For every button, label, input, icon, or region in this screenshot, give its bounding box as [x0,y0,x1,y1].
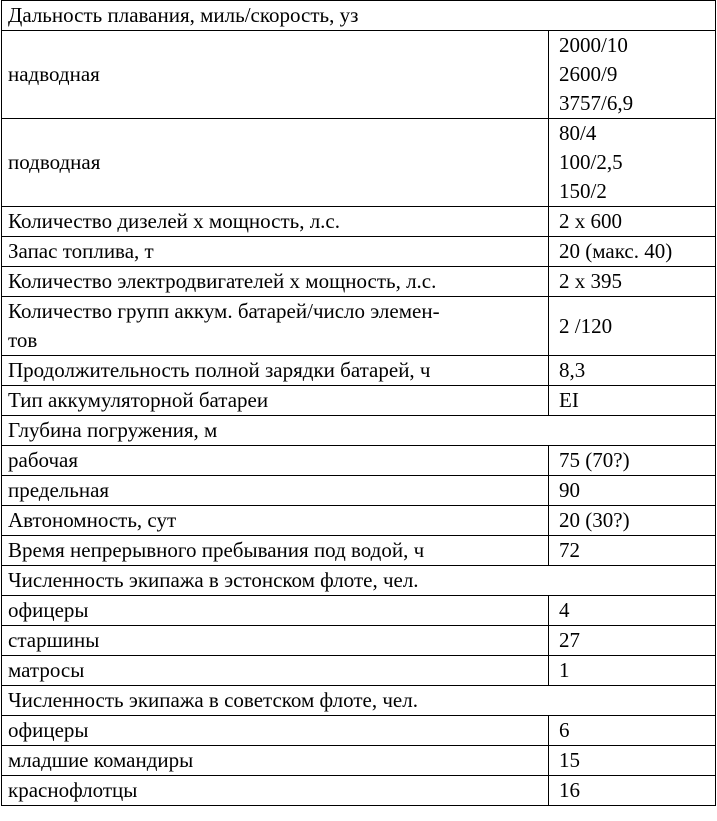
parameter-label: краснофлотцы [1,775,549,806]
table-row: Автономность, сут 20 (30?) [1,505,716,536]
parameter-label: Количество дизелей х мощность, л.с. [1,206,549,237]
parameter-label: надводная [1,30,549,119]
table-row: Время непрерывного пребывания под водой,… [1,535,716,566]
section-header-row: Численность экипажа в советском флоте, ч… [1,685,716,716]
parameter-value: 8,3 [548,355,716,386]
section-header-row: Глубина погружения, м [1,415,716,446]
table-row: рабочая 75 (70?) [1,445,716,476]
table-row: предельная 90 [1,475,716,506]
parameter-value: 6 [548,715,716,746]
table-row: старшины 27 [1,625,716,656]
parameter-label: Продолжительность полной зарядки батарей… [1,355,549,386]
parameter-label: офицеры [1,715,549,746]
table-row: подводная 80/4 100/2,5 150/2 [1,118,716,207]
table-row: Количество дизелей х мощность, л.с. 2 х 6… [1,206,716,237]
parameter-label: Количество электродвигателей х мощность,… [1,266,549,297]
parameter-label: подводная [1,118,549,207]
table-row: младшие командиры 15 [1,745,716,776]
section-header: Дальность плавания, миль/скорость, уз [1,0,716,31]
parameter-value: 2 х 600 [548,206,716,237]
specifications-table: Дальность плавания, миль/скорость, уз над… [1,0,716,806]
parameter-value: 1 [548,655,716,686]
section-header: Численность экипажа в эстонском флоте, ч… [1,565,716,596]
parameter-label: предельная [1,475,549,506]
table-row: Тип аккумуляторной батареи EI [1,385,716,416]
parameter-value: 2000/10 2600/9 3757/6,9 [548,30,716,119]
section-header: Численность экипажа в советском флоте, ч… [1,685,716,716]
table-row: офицеры 6 [1,715,716,746]
parameter-label: Запас топлива, т [1,236,549,267]
parameter-value: 20 (макс. 40) [548,236,716,267]
parameter-label: старшины [1,625,549,656]
parameter-label: матросы [1,655,549,686]
parameter-label: младшие командиры [1,745,549,776]
parameter-value: 4 [548,595,716,626]
parameter-value: 2 /120 [548,296,716,356]
parameter-value: 80/4 100/2,5 150/2 [548,118,716,207]
table-row: Запас топлива, т 20 (макс. 40) [1,236,716,267]
parameter-value: EI [548,385,716,416]
parameter-label: офицеры [1,595,549,626]
table-row: Продолжительность полной зарядки батарей… [1,355,716,386]
table-row: надводная 2000/10 2600/9 3757/6,9 [1,30,716,119]
parameter-value: 90 [548,475,716,506]
parameter-label: Время непрерывного пребывания под водой,… [1,535,549,566]
parameter-value: 16 [548,775,716,806]
section-header-row: Дальность плавания, миль/скорость, уз [1,0,716,31]
parameter-label: Тип аккумуляторной батареи [1,385,549,416]
table-row: Количество электродвигателей х мощность,… [1,266,716,297]
parameter-label: Количество групп аккум. батарей/число эл… [1,296,549,356]
table-row: краснофлотцы 16 [1,775,716,806]
parameter-value: 15 [548,745,716,776]
parameter-label: Автономность, сут [1,505,549,536]
table-row: офицеры 4 [1,595,716,626]
parameter-value: 75 (70?) [548,445,716,476]
table-row: Количество групп аккум. батарей/число эл… [1,296,716,356]
parameter-value: 27 [548,625,716,656]
parameter-value: 20 (30?) [548,505,716,536]
section-header: Глубина погружения, м [1,415,716,446]
table-row: матросы 1 [1,655,716,686]
parameter-value: 2 х 395 [548,266,716,297]
parameter-value: 72 [548,535,716,566]
section-header-row: Численность экипажа в эстонском флоте, ч… [1,565,716,596]
parameter-label: рабочая [1,445,549,476]
